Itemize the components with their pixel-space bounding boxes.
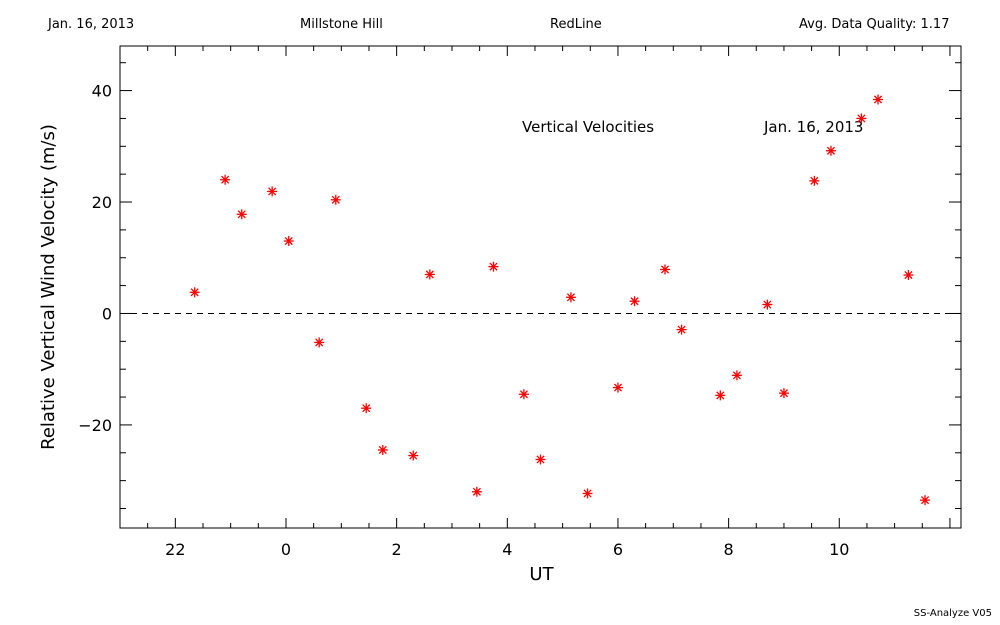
annotation-date: Jan. 16, 2013 xyxy=(763,118,863,136)
data-point xyxy=(236,209,247,220)
data-point xyxy=(488,261,499,272)
data-point-stroke xyxy=(566,293,575,302)
data-point-stroke xyxy=(763,300,772,309)
data-point-stroke xyxy=(660,265,670,274)
data-point xyxy=(903,270,914,281)
y-axis-title: Relative Vertical Wind Velocity (m/s) xyxy=(38,124,59,450)
data-point-stroke xyxy=(613,383,623,392)
x-tick-label: 0 xyxy=(281,540,291,559)
data-point-stroke xyxy=(378,445,387,455)
data-point xyxy=(731,370,742,381)
data-point xyxy=(283,236,294,247)
data-point xyxy=(330,194,341,205)
data-point xyxy=(565,292,576,303)
x-axis-title: UT xyxy=(529,564,554,585)
data-point xyxy=(267,186,278,197)
data-point-stroke xyxy=(826,146,836,155)
data-point xyxy=(715,390,726,401)
data-point-stroke xyxy=(716,391,725,400)
data-point-stroke xyxy=(425,270,434,279)
y-tick-label: −20 xyxy=(78,416,112,435)
data-point xyxy=(856,113,867,124)
data-point-stroke xyxy=(873,95,883,104)
data-point-stroke xyxy=(331,195,340,204)
footer-software: SS-Analyze V05 xyxy=(913,608,992,619)
x-tick-label: 4 xyxy=(502,540,512,559)
data-point xyxy=(676,324,687,335)
data-point xyxy=(582,488,593,499)
data-point-stroke xyxy=(920,496,930,505)
data-point-stroke xyxy=(630,297,639,306)
data-point-stroke xyxy=(583,489,592,498)
y-tick-label: 40 xyxy=(92,82,112,101)
x-tick-label: 2 xyxy=(392,540,402,559)
data-point xyxy=(825,145,836,156)
data-point xyxy=(518,389,529,400)
header-quality: Avg. Data Quality: 1.17 xyxy=(799,17,950,32)
x-tick-label: 22 xyxy=(165,540,185,559)
data-point xyxy=(535,454,546,465)
data-point xyxy=(762,299,773,310)
data-point-stroke xyxy=(268,187,277,196)
data-point-stroke xyxy=(472,487,481,496)
data-point xyxy=(612,382,623,393)
y-tick-label: 20 xyxy=(92,193,112,212)
plot-frame xyxy=(119,45,962,529)
data-point-stroke xyxy=(536,455,545,464)
data-point xyxy=(659,264,670,275)
x-tick-label: 10 xyxy=(829,540,849,559)
data-point xyxy=(377,444,388,455)
data-point xyxy=(220,174,231,185)
header-date: Jan. 16, 2013 xyxy=(48,17,135,32)
data-point xyxy=(471,486,482,497)
data-point-stroke xyxy=(284,236,293,246)
data-point-stroke xyxy=(779,389,789,398)
data-point-stroke xyxy=(857,114,866,123)
data-point xyxy=(361,403,372,414)
data-point-stroke xyxy=(489,262,498,271)
data-point-stroke xyxy=(362,404,371,413)
header-site: Millstone Hill xyxy=(300,17,383,32)
y-tick-label: 0 xyxy=(102,304,112,323)
data-point xyxy=(873,94,884,105)
data-point xyxy=(809,175,820,186)
data-point xyxy=(778,388,789,399)
data-point-stroke xyxy=(237,210,246,219)
data-point xyxy=(424,269,435,280)
data-point xyxy=(408,450,419,461)
data-point-stroke xyxy=(904,270,913,280)
data-point-stroke xyxy=(409,451,418,460)
data-point-stroke xyxy=(315,338,324,347)
header-instrument: RedLine xyxy=(550,17,602,32)
data-point-stroke xyxy=(810,176,819,185)
data-point-stroke xyxy=(677,325,686,334)
data-point-stroke xyxy=(519,390,528,399)
data-point xyxy=(920,495,931,506)
annotation-title: Vertical Velocities xyxy=(522,118,654,136)
data-point xyxy=(189,287,200,298)
data-point xyxy=(629,296,640,307)
x-tick-label: 6 xyxy=(613,540,623,559)
data-point-stroke xyxy=(732,371,741,380)
x-tick-label: 8 xyxy=(724,540,734,559)
data-point xyxy=(314,337,325,348)
data-point-stroke xyxy=(221,175,230,184)
data-point-stroke xyxy=(190,288,199,297)
